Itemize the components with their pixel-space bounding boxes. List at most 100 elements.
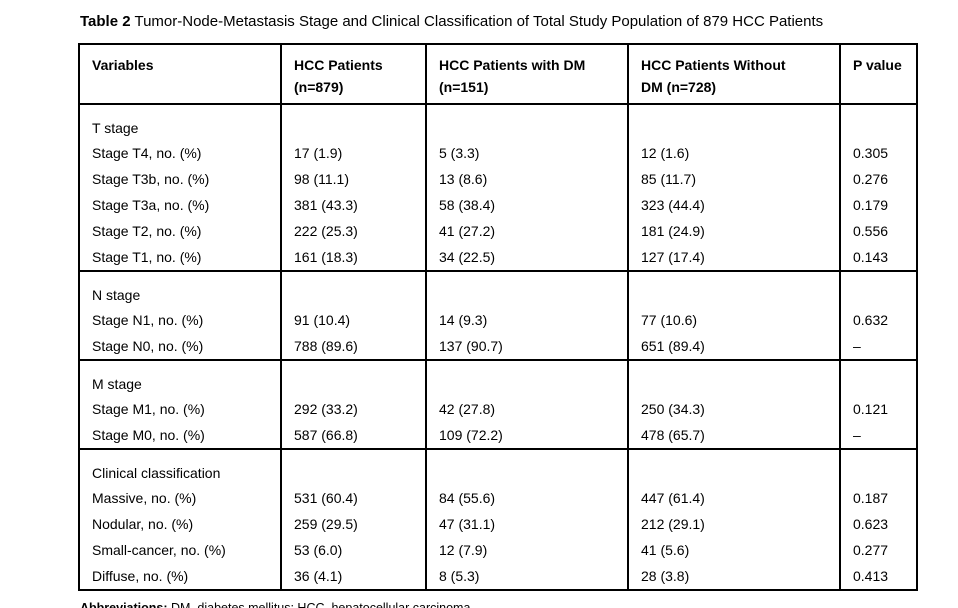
variable-cell: Diffuse, no. (%): [78, 563, 281, 590]
section-header-row: Clinical classification: [78, 448, 917, 485]
p-value-cell: –: [839, 333, 917, 360]
table-caption: Table 2 Tumor-Node-Metastasis Stage and …: [80, 12, 918, 32]
empty-cell: [839, 359, 917, 396]
table-row: Stage N0, no. (%) 788 (89.6) 137 (90.7) …: [78, 333, 917, 360]
footnote-label: Abbreviations:: [80, 601, 168, 608]
header-line: HCC Patients: [294, 57, 383, 73]
value-cell-with-dm: 34 (22.5): [425, 244, 628, 271]
table-row: Stage M1, no. (%) 292 (33.2) 42 (27.8) 2…: [78, 396, 917, 422]
value-cell-all: 292 (33.2): [280, 396, 426, 422]
value-cell-with-dm: 58 (38.4): [425, 192, 628, 218]
variable-cell: Nodular, no. (%): [78, 511, 281, 537]
table-row: Stage N1, no. (%) 91 (10.4) 14 (9.3) 77 …: [78, 307, 917, 333]
value-cell-with-dm: 5 (3.3): [425, 140, 628, 166]
p-value-cell: 0.305: [839, 140, 917, 166]
tnm-stage-table: Variables HCC Patients (n=879) HCC Patie…: [78, 43, 918, 591]
footnote-text: DM, diabetes mellitus; HCC, hepatocellul…: [171, 601, 474, 608]
section-label-cell: T stage: [78, 103, 281, 140]
empty-cell: [627, 270, 840, 307]
value-cell-with-dm: 42 (27.8): [425, 396, 628, 422]
empty-cell: [425, 270, 628, 307]
value-cell-without-dm: 212 (29.1): [627, 511, 840, 537]
value-cell-all: 17 (1.9): [280, 140, 426, 166]
p-value-cell: 0.556: [839, 218, 917, 244]
variable-cell: Small-cancer, no. (%): [78, 537, 281, 563]
p-value-cell: 0.276: [839, 166, 917, 192]
value-cell-without-dm: 12 (1.6): [627, 140, 840, 166]
variable-cell: Stage T4, no. (%): [78, 140, 281, 166]
value-cell-with-dm: 41 (27.2): [425, 218, 628, 244]
header-line: Variables: [92, 57, 154, 73]
section-header-row: M stage: [78, 359, 917, 396]
p-value-cell: 0.623: [839, 511, 917, 537]
value-cell-with-dm: 12 (7.9): [425, 537, 628, 563]
value-cell-without-dm: 77 (10.6): [627, 307, 840, 333]
empty-cell: [425, 359, 628, 396]
empty-cell: [280, 270, 426, 307]
value-cell-without-dm: 181 (24.9): [627, 218, 840, 244]
value-cell-all: 98 (11.1): [280, 166, 426, 192]
section-header-row: N stage: [78, 270, 917, 307]
table-row: Small-cancer, no. (%) 53 (6.0) 12 (7.9) …: [78, 537, 917, 563]
table-row: Stage T4, no. (%) 17 (1.9) 5 (3.3) 12 (1…: [78, 140, 917, 166]
value-cell-without-dm: 28 (3.8): [627, 563, 840, 590]
table-row: Stage T2, no. (%) 222 (25.3) 41 (27.2) 1…: [78, 218, 917, 244]
p-value-cell: 0.413: [839, 563, 917, 590]
header-line: (n=151): [439, 79, 489, 95]
empty-cell: [839, 448, 917, 485]
table-row: Diffuse, no. (%) 36 (4.1) 8 (5.3) 28 (3.…: [78, 563, 917, 590]
header-line: DM (n=728): [641, 79, 717, 95]
header-row: Variables HCC Patients (n=879) HCC Patie…: [78, 44, 917, 105]
table-header: Variables HCC Patients (n=879) HCC Patie…: [78, 44, 917, 105]
empty-cell: [839, 103, 917, 140]
value-cell-without-dm: 250 (34.3): [627, 396, 840, 422]
value-cell-all: 36 (4.1): [280, 563, 426, 590]
table-row: Massive, no. (%) 531 (60.4) 84 (55.6) 44…: [78, 485, 917, 511]
value-cell-all: 587 (66.8): [280, 422, 426, 449]
p-value-cell: 0.187: [839, 485, 917, 511]
value-cell-without-dm: 323 (44.4): [627, 192, 840, 218]
value-cell-all: 788 (89.6): [280, 333, 426, 360]
section-label-cell: N stage: [78, 270, 281, 307]
table-row: Stage M0, no. (%) 587 (66.8) 109 (72.2) …: [78, 422, 917, 449]
table-body: T stage Stage T4, no. (%) 17 (1.9) 5 (3.…: [78, 103, 917, 590]
value-cell-without-dm: 447 (61.4): [627, 485, 840, 511]
empty-cell: [425, 103, 628, 140]
value-cell-all: 259 (29.5): [280, 511, 426, 537]
empty-cell: [280, 359, 426, 396]
value-cell-with-dm: 84 (55.6): [425, 485, 628, 511]
column-header-variables: Variables: [78, 44, 281, 105]
value-cell-without-dm: 85 (11.7): [627, 166, 840, 192]
empty-cell: [280, 103, 426, 140]
value-cell-with-dm: 8 (5.3): [425, 563, 628, 590]
table-row: Nodular, no. (%) 259 (29.5) 47 (31.1) 21…: [78, 511, 917, 537]
variable-cell: Massive, no. (%): [78, 485, 281, 511]
empty-cell: [627, 448, 840, 485]
empty-cell: [627, 359, 840, 396]
variable-cell: Stage T3b, no. (%): [78, 166, 281, 192]
column-header-with-dm: HCC Patients with DM (n=151): [425, 44, 628, 105]
value-cell-without-dm: 127 (17.4): [627, 244, 840, 271]
empty-cell: [839, 270, 917, 307]
value-cell-all: 91 (10.4): [280, 307, 426, 333]
p-value-cell: 0.277: [839, 537, 917, 563]
value-cell-with-dm: 13 (8.6): [425, 166, 628, 192]
table-figure: Table 2 Tumor-Node-Metastasis Stage and …: [78, 12, 918, 608]
variable-cell: Stage N1, no. (%): [78, 307, 281, 333]
section-header-row: T stage: [78, 103, 917, 140]
value-cell-all: 161 (18.3): [280, 244, 426, 271]
p-value-cell: 0.143: [839, 244, 917, 271]
empty-cell: [425, 448, 628, 485]
header-line: (n=879): [294, 79, 344, 95]
section-label-cell: Clinical classification: [78, 448, 281, 485]
section-label-cell: M stage: [78, 359, 281, 396]
p-value-cell: 0.632: [839, 307, 917, 333]
value-cell-with-dm: 137 (90.7): [425, 333, 628, 360]
value-cell-without-dm: 478 (65.7): [627, 422, 840, 449]
abbreviations-footnote: Abbreviations: DM, diabetes mellitus; HC…: [80, 600, 918, 608]
empty-cell: [627, 103, 840, 140]
header-line: HCC Patients with DM: [439, 57, 586, 73]
column-header-p-value: P value: [839, 44, 917, 105]
variable-cell: Stage T1, no. (%): [78, 244, 281, 271]
p-value-cell: –: [839, 422, 917, 449]
